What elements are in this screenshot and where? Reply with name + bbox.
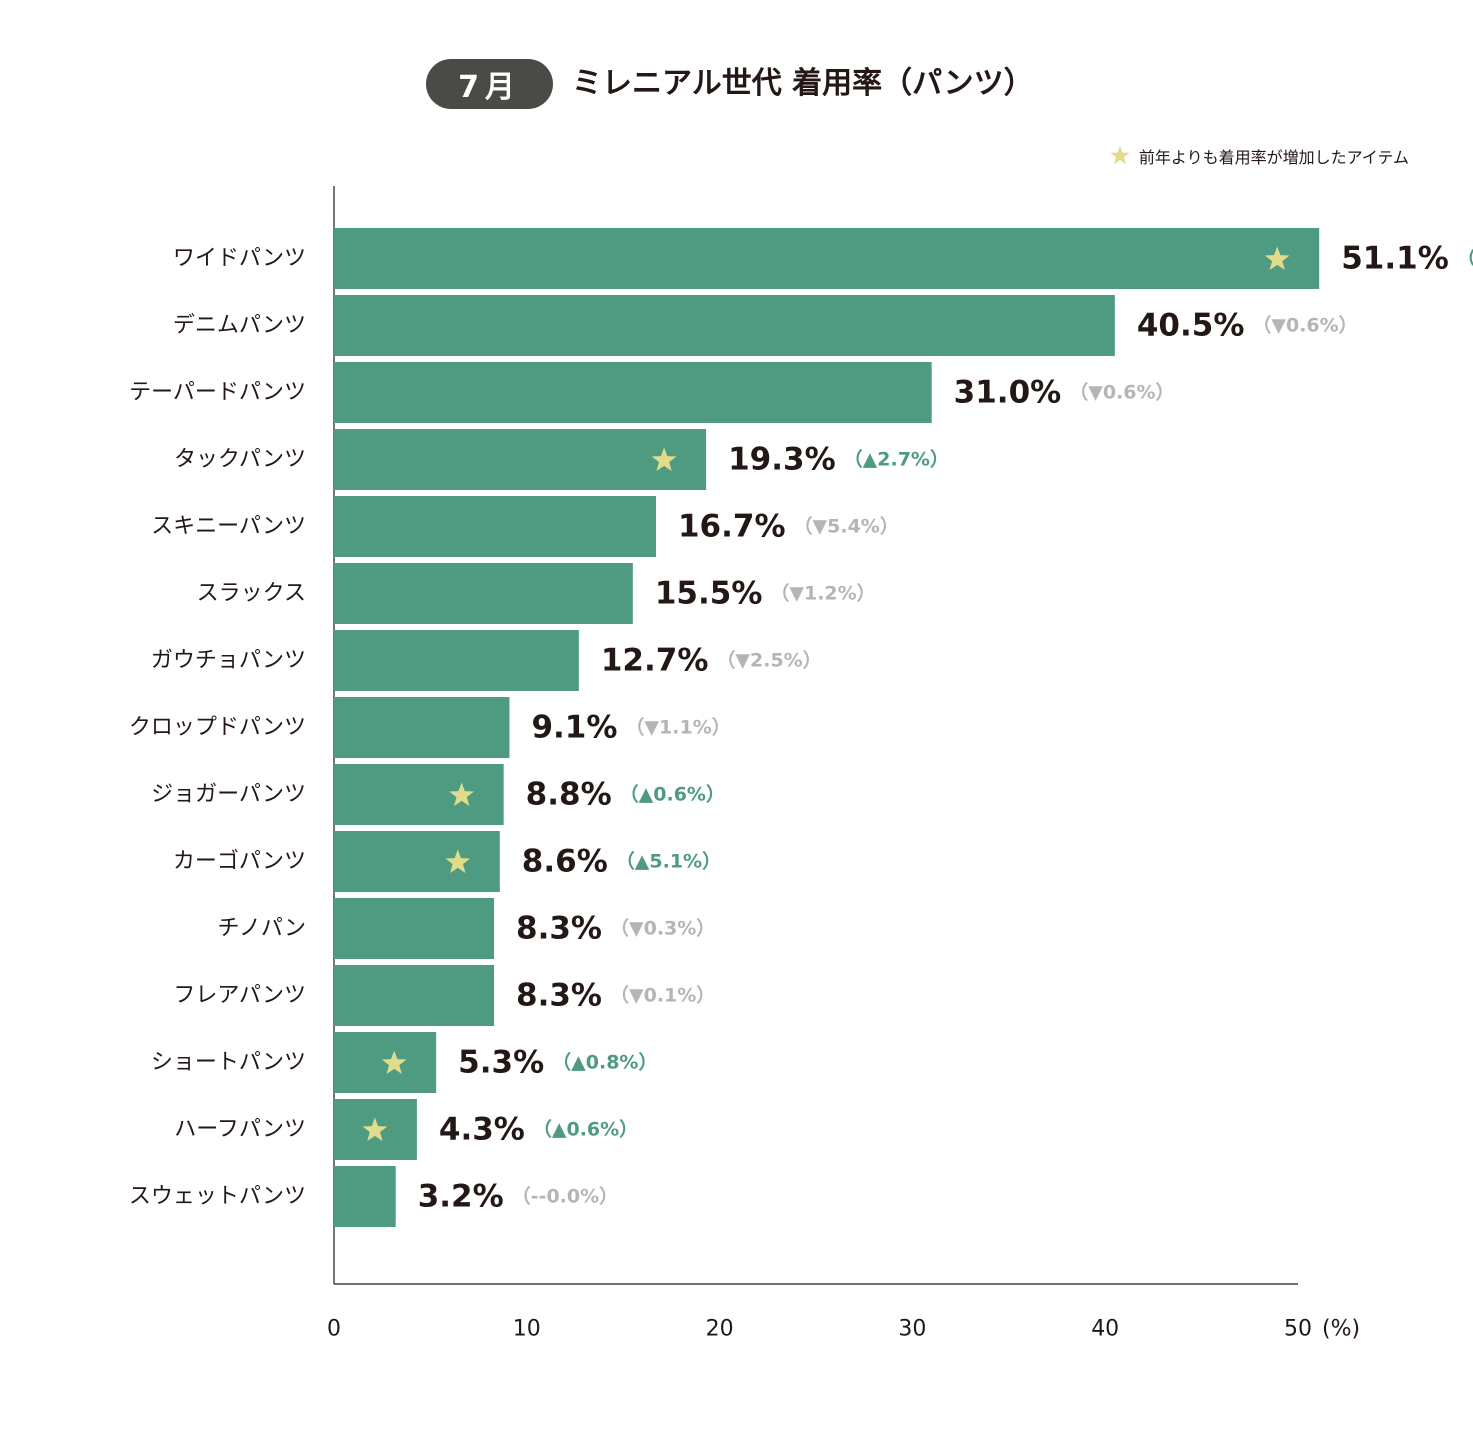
bar [334,1166,396,1227]
value-label: 8.8% [526,777,612,813]
category-label: フレアパンツ [173,983,306,1008]
category-label: テーパードパンツ [129,380,306,405]
change-label: （▼0.1%） [610,984,715,1007]
category-label: ショートパンツ [151,1050,306,1075]
value-label: 31.0% [954,375,1062,411]
value-label: 9.1% [531,710,617,746]
category-label: スウェットパンツ [129,1184,306,1209]
change-label: （▼0.3%） [610,917,715,940]
change-label: （▼1.2%） [770,582,875,605]
bar [334,697,510,758]
change-label: （▼0.6%） [1252,314,1357,337]
bar [334,563,633,624]
bar [334,831,500,892]
legend-text: 前年よりも着用率が増加したアイテム [1138,148,1409,167]
change-label: （▲0.6%） [620,783,725,806]
increase-star-icon [449,782,475,807]
legend: 前年よりも着用率が増加したアイテム [1109,144,1409,168]
bar [334,496,656,557]
value-label: 4.3% [439,1112,525,1148]
bar [334,1032,437,1093]
value-label: 15.5% [655,576,763,612]
category-label: タックパンツ [174,447,306,472]
change-label: （▲0.6%） [533,1118,638,1141]
value-label: 19.3% [728,442,836,478]
increase-star-icon [362,1117,388,1142]
category-label: ガウチョパンツ [151,648,306,673]
change-label: （▼5.4%） [794,515,899,538]
bar [334,965,495,1026]
category-label: チノパン [218,916,306,941]
value-label: 5.3% [458,1045,544,1081]
chart-title: ミレニアル世代 着用率（パンツ） [572,66,1034,101]
change-label: （▼2.5%） [716,649,821,672]
change-label: （▲0.2%） [1457,247,1473,270]
legend-star-icon [1110,146,1130,165]
value-label: 8.3% [516,978,602,1014]
value-label: 3.2% [418,1179,504,1215]
category-label: クロップドパンツ [129,715,306,740]
value-label: 40.5% [1137,308,1245,344]
bar [334,764,504,825]
x-tick-label: 10 [513,1317,541,1342]
change-label: （▲0.8%） [552,1051,657,1074]
category-label: ワイドパンツ [173,246,306,271]
category-label: ジョガーパンツ [151,782,306,807]
change-label: （▼1.1%） [625,716,730,739]
category-label: スラックス [197,581,306,606]
bar [334,295,1115,356]
category-label: カーゴパンツ [173,849,306,874]
increase-star-icon [651,447,677,472]
value-label: 12.7% [601,643,709,679]
category-label: デニムパンツ [173,313,306,338]
x-tick-label: 30 [898,1317,926,1342]
x-tick-label: 20 [706,1317,734,1342]
x-tick-label: 40 [1091,1317,1119,1342]
x-tick-label: 50 [1284,1317,1312,1342]
x-tick-label: 0 [327,1317,341,1342]
bar [334,429,707,490]
month-badge: 7月 [426,59,553,109]
increase-star-icon [1264,246,1290,271]
value-label: 16.7% [678,509,786,545]
change-label: （--0.0%） [512,1185,618,1208]
change-label: （▲5.1%） [616,850,721,873]
increase-star-icon [381,1050,407,1075]
category-label: スキニーパンツ [151,514,306,539]
change-label: （▲2.7%） [844,448,949,471]
increase-star-icon [445,849,471,874]
bar [334,228,1320,289]
value-label: 8.6% [522,844,608,880]
value-label: 8.3% [516,911,602,947]
month-label: 7月 [458,70,521,105]
bar [334,630,579,691]
category-label: ハーフパンツ [174,1117,306,1142]
value-label: 51.1% [1341,241,1449,277]
bar [334,898,495,959]
x-unit-label: (%) [1322,1317,1360,1342]
bar [334,362,932,423]
change-label: （▼0.6%） [1069,381,1174,404]
